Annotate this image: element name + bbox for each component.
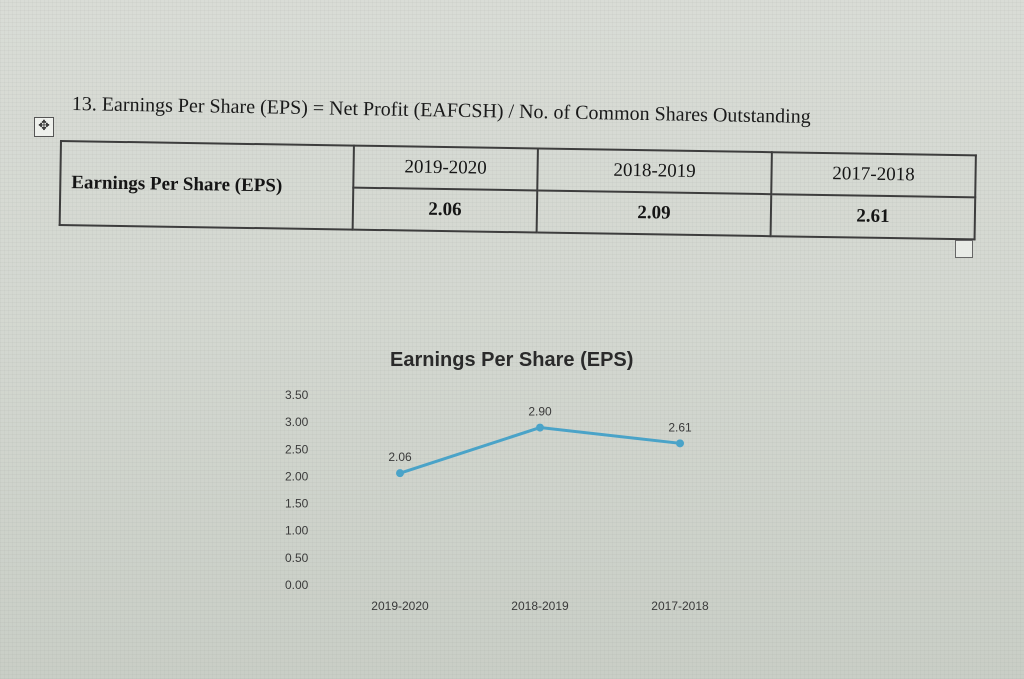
year-header-2017-2018: 2017-2018 [771,152,976,198]
year-header-2018-2019: 2018-2019 [537,148,772,195]
x-tick-label: 2017-2018 [651,599,709,613]
section-heading: 13. Earnings Per Share (EPS) = Net Profi… [71,93,811,128]
y-tick-label: 1.00 [285,524,309,538]
eps-row-label: Earnings Per Share (EPS) [59,141,354,230]
data-label: 2.06 [388,450,412,464]
y-tick-label: 2.00 [285,469,309,483]
chart-plot: 3.50 3.00 2.50 2.00 1.50 1.00 0.50 0.00 2019-202… [285,388,709,613]
y-tick-label: 0.50 [285,551,309,565]
data-label: 2.90 [528,405,552,419]
table-row: Earnings Per Share (EPS) 2019-2020 2018-… [59,141,976,230]
x-tick-label: 2018-2019 [511,599,569,613]
table-move-handle-icon[interactable]: ✥ [34,117,54,137]
series-line [399,426,681,475]
y-tick-label: 1.50 [285,497,309,511]
x-tick-label: 2019-2020 [371,599,429,613]
eps-value-2019-2020: 2.06 [352,187,538,233]
year-header-2019-2020: 2019-2020 [353,145,538,191]
chart-title: Earnings Per Share (EPS) [390,349,634,371]
y-tick-label: 0.00 [285,578,309,592]
table-resize-handle[interactable] [955,240,973,258]
data-point[interactable] [396,469,404,478]
y-tick-label: 3.00 [285,415,309,429]
data-point[interactable] [536,423,544,432]
eps-table: Earnings Per Share (EPS) 2019-2020 2018-… [59,140,977,240]
y-tick-label: 2.50 [285,442,309,456]
eps-line-chart[interactable]: Earnings Per Share (EPS) 3.50 3.00 2.50 2.0… [280,335,780,645]
eps-value-2018-2019: 2.09 [536,190,772,237]
data-label: 2.61 [668,420,692,434]
eps-value-2017-2018: 2.61 [770,194,976,240]
eps-table-container: Earnings Per Share (EPS) 2019-2020 2018-… [59,140,977,240]
y-tick-label: 3.50 [285,388,309,402]
data-point[interactable] [676,439,684,448]
